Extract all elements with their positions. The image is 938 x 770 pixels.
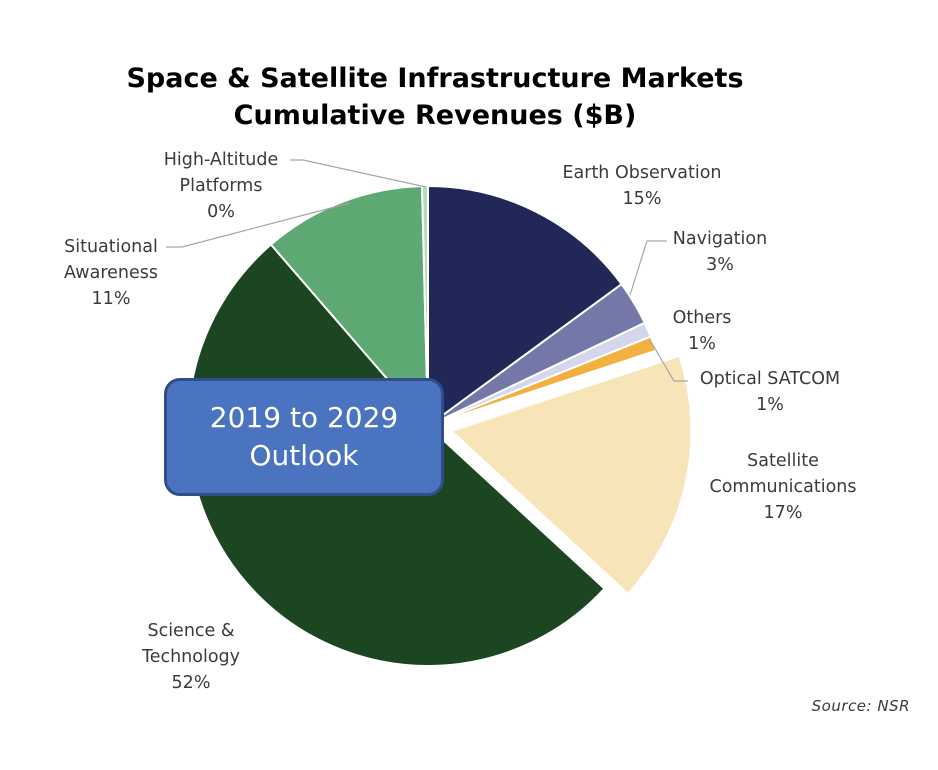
chart-title-line-1: Space & Satellite Infrastructure Markets [126, 63, 744, 94]
pie-slice-earth-observation [427, 184, 624, 428]
data-label-high-altitude-platforms: High-Altitude Platforms 0% [164, 150, 279, 222]
pie-slice-situational-awareness [269, 185, 430, 429]
chart-title-line-2: Cumulative Revenues ($B) [233, 100, 637, 131]
leader-line-navigation [629, 240, 667, 296]
data-label-satellite-communications: Satellite Communications 17% [709, 451, 856, 523]
callout-line-1: 2019 to 2029 [209, 401, 399, 434]
data-label-science-and-technology: Science & Technology 52% [141, 621, 240, 693]
leader-line-situational-awareness [166, 202, 351, 248]
outlook-callout: 2019 to 2029 Outlook [164, 378, 444, 496]
leader-line-optical-satcom [649, 339, 688, 382]
pie-slice-satellite-communications [449, 354, 693, 596]
data-label-others: Others 1% [673, 308, 732, 354]
data-label-earth-observation: Earth Observation 15% [562, 163, 721, 209]
data-label-optical-satcom: Optical SATCOM 1% [700, 369, 840, 415]
leader-line-high-altitude-platforms [290, 159, 427, 188]
callout-line-2: Outlook [249, 439, 359, 472]
chart-title: Space & Satellite Infrastructure Markets… [100, 60, 770, 134]
data-label-situational-awareness: Situational Awareness 11% [64, 237, 158, 309]
source-note: Source: NSR [811, 697, 910, 715]
data-label-navigation: Navigation 3% [673, 229, 767, 275]
